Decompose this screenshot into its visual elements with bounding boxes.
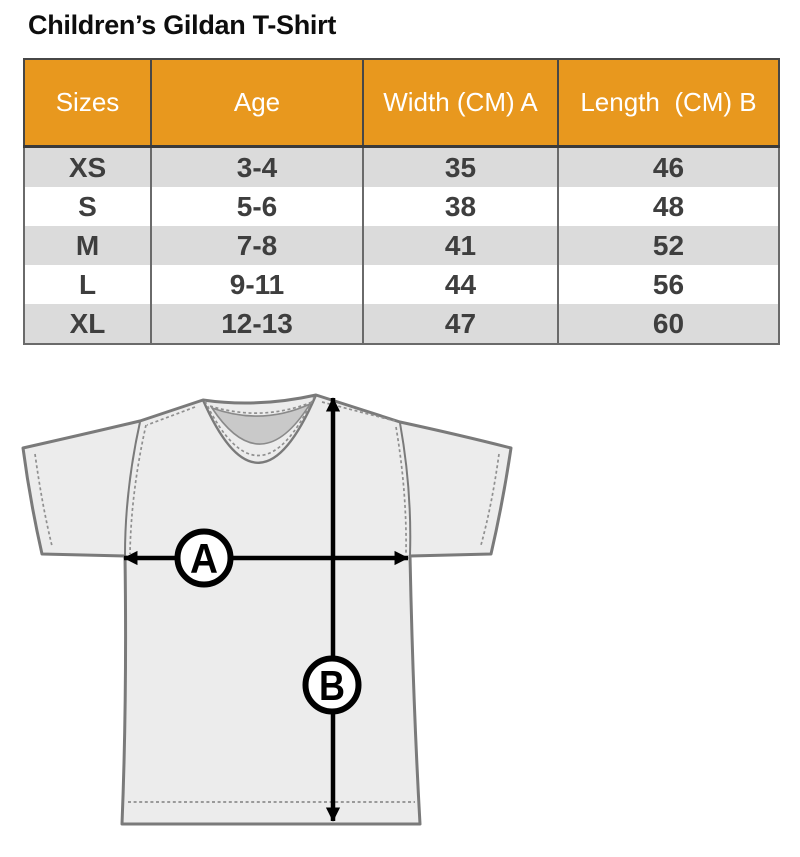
- column-header-length: Length (CM) B: [557, 58, 780, 148]
- age-cell: 7-8: [150, 226, 364, 265]
- length-marker-circle: [302, 655, 362, 715]
- length-cell: 46: [557, 146, 780, 187]
- left-shoulder-stitch: [146, 406, 196, 426]
- tshirt-measurement-diagram: A B: [21, 393, 513, 826]
- size-cell: XS: [23, 146, 152, 187]
- width-marker-label: A: [190, 535, 218, 582]
- collar-stitch-lower: [204, 396, 315, 457]
- collar-inner-back: [209, 402, 313, 445]
- right-sleeve-hem-stitch: [480, 453, 500, 546]
- column-header-sizes: Sizes: [23, 58, 152, 148]
- left-sleeve-hem-stitch: [34, 453, 53, 547]
- length-cell: 48: [557, 187, 780, 226]
- size-cell: S: [23, 187, 152, 226]
- width-cell: 44: [362, 265, 559, 304]
- tshirt-outline: [21, 393, 513, 826]
- width-cell: 41: [362, 226, 559, 265]
- length-cell: 52: [557, 226, 780, 265]
- size-cell: M: [23, 226, 152, 265]
- right-armhole-seam: [399, 422, 412, 556]
- width-cell: 35: [362, 146, 559, 187]
- table-row: XL 12-13 47 60: [23, 304, 780, 344]
- length-cell: 60: [557, 304, 780, 344]
- age-cell: 12-13: [150, 304, 364, 344]
- table-row: XS 3-4 35 46: [23, 146, 780, 187]
- column-header-width: Width (CM) A: [362, 58, 559, 148]
- right-armhole-stitch: [395, 426, 407, 554]
- collar-stitch-upper: [209, 401, 313, 414]
- column-header-age: Age: [150, 58, 364, 148]
- collar-band-outer-edge: [201, 394, 318, 464]
- width-cell: 38: [362, 187, 559, 226]
- table-row: M 7-8 41 52: [23, 226, 780, 265]
- width-marker-circle: [174, 528, 234, 588]
- size-cell: L: [23, 265, 152, 304]
- age-cell: 5-6: [150, 187, 364, 226]
- size-chart-table: Sizes Age Width (CM) A Length (CM) B XS …: [23, 58, 780, 345]
- left-armhole-seam: [124, 421, 141, 556]
- table-row: S 5-6 38 48: [23, 187, 780, 226]
- length-cell: 56: [557, 265, 780, 304]
- size-cell: XL: [23, 304, 152, 344]
- page-title: Children’s Gildan T-Shirt: [28, 10, 337, 40]
- age-cell: 9-11: [150, 265, 364, 304]
- width-cell: 47: [362, 304, 559, 344]
- table-row: L 9-11 44 56: [23, 265, 780, 304]
- length-marker-label: B: [319, 662, 345, 709]
- age-cell: 3-4: [150, 146, 364, 187]
- table-header: Sizes Age Width (CM) A Length (CM) B: [23, 58, 780, 148]
